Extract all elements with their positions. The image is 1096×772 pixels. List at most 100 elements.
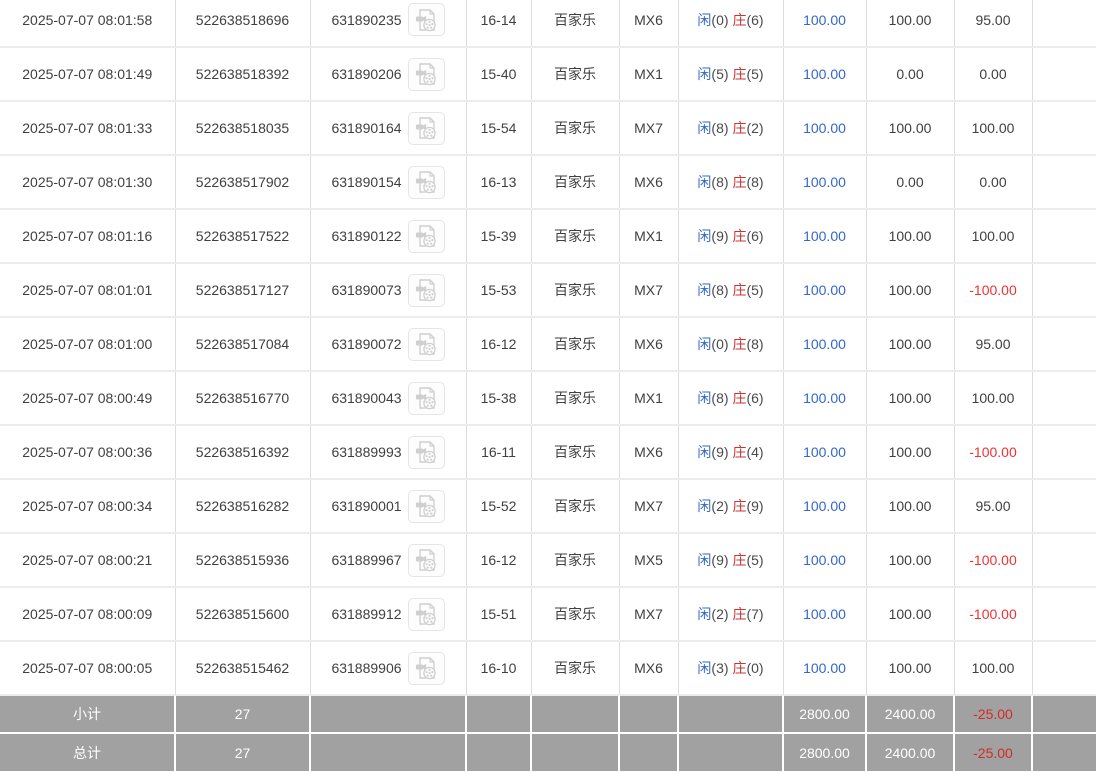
bet-amount-link[interactable]: 100.00 bbox=[803, 606, 846, 622]
winloss-cell: 95.00 bbox=[953, 0, 1033, 48]
round-id: 631889993 bbox=[331, 444, 402, 460]
bet-amount-cell: 100.00 bbox=[782, 533, 867, 588]
table-row: 2025-07-07 08:01:01 522638517127 6318900… bbox=[0, 263, 1096, 318]
video-playback-button[interactable] bbox=[407, 219, 445, 253]
round-id: 631890043 bbox=[331, 390, 402, 406]
winloss-amount: 0.00 bbox=[979, 174, 1007, 190]
player-points: (8) bbox=[711, 174, 729, 190]
video-playback-button[interactable] bbox=[407, 111, 445, 145]
banker-label: 庄 bbox=[732, 552, 747, 568]
video-playback-button[interactable] bbox=[407, 435, 445, 469]
bet-id-cell: 522638516392 bbox=[174, 425, 311, 480]
bet-id: 522638515936 bbox=[195, 552, 290, 568]
game-type: 百家乐 bbox=[554, 606, 596, 622]
banker-label: 庄 bbox=[732, 282, 747, 298]
round-id: 631890154 bbox=[331, 174, 402, 190]
spacer-cell bbox=[1031, 371, 1096, 426]
valid-bet-cell: 100.00 bbox=[865, 263, 955, 318]
valid-bet-cell: 100.00 bbox=[865, 425, 955, 480]
bet-time: 2025-07-07 08:01:49 bbox=[22, 66, 153, 82]
player-label: 闲 bbox=[697, 552, 712, 568]
result-cell: 闲(0) 庄(8) bbox=[677, 317, 784, 372]
valid-bet-amount: 100.00 bbox=[888, 660, 932, 676]
total-empty-cell bbox=[309, 732, 467, 771]
total-spacer-cell bbox=[1031, 732, 1096, 771]
valid-bet-cell: 100.00 bbox=[865, 317, 955, 372]
bet-amount-link[interactable]: 100.00 bbox=[803, 66, 846, 82]
table-name-cell: MX1 bbox=[618, 371, 679, 426]
game-type-cell: 百家乐 bbox=[530, 425, 620, 480]
game-type-cell: 百家乐 bbox=[530, 371, 620, 426]
bet-amount-link[interactable]: 100.00 bbox=[803, 120, 846, 136]
bet-amount-link[interactable]: 100.00 bbox=[803, 282, 846, 298]
game-type-cell: 百家乐 bbox=[530, 209, 620, 264]
player-points: (9) bbox=[711, 552, 729, 568]
banker-points: (8) bbox=[746, 336, 764, 352]
winloss-cell: -100.00 bbox=[953, 587, 1033, 642]
video-playback-button[interactable] bbox=[407, 543, 445, 577]
video-playback-button[interactable] bbox=[407, 165, 445, 199]
round-id: 631890235 bbox=[331, 11, 402, 28]
bet-id-cell: 522638517902 bbox=[174, 155, 311, 210]
bet-time: 2025-07-07 08:01:00 bbox=[22, 336, 153, 352]
video-playback-button[interactable] bbox=[407, 273, 445, 307]
spacer-cell bbox=[1031, 209, 1096, 264]
bet-amount-link[interactable]: 100.00 bbox=[803, 552, 846, 568]
video-playback-icon bbox=[416, 549, 436, 572]
shoe-round-cell: 15-53 bbox=[465, 263, 532, 318]
bet-amount-link[interactable]: 100.00 bbox=[803, 336, 846, 352]
bet-id-cell: 522638518392 bbox=[174, 47, 311, 102]
shoe-round-cell: 15-54 bbox=[465, 101, 532, 156]
round-id-cell: 631889993 bbox=[309, 425, 467, 480]
bet-amount-link[interactable]: 100.00 bbox=[803, 390, 846, 406]
bet-amount-link[interactable]: 100.00 bbox=[803, 11, 846, 28]
banker-label: 庄 bbox=[732, 606, 747, 622]
bet-time-cell: 2025-07-07 08:01:30 bbox=[0, 155, 176, 210]
round-id-cell: 631889906 bbox=[309, 641, 467, 696]
bet-time: 2025-07-07 08:01:01 bbox=[22, 282, 153, 298]
video-playback-button[interactable] bbox=[407, 327, 445, 361]
video-playback-button[interactable] bbox=[407, 57, 445, 91]
bet-amount-link[interactable]: 100.00 bbox=[803, 444, 846, 460]
bet-time: 2025-07-07 08:01:33 bbox=[22, 120, 153, 136]
table-name: MX6 bbox=[634, 11, 663, 28]
shoe-round: 15-51 bbox=[480, 606, 517, 622]
total-bet-cell: 2800.00 bbox=[782, 732, 867, 771]
game-type: 百家乐 bbox=[554, 11, 596, 28]
video-playback-button[interactable] bbox=[407, 651, 445, 685]
valid-bet-cell: 100.00 bbox=[865, 587, 955, 642]
video-playback-button[interactable] bbox=[407, 381, 445, 415]
valid-bet-amount: 100.00 bbox=[888, 606, 932, 622]
table-name-cell: MX6 bbox=[618, 641, 679, 696]
bet-id-cell: 522638516282 bbox=[174, 479, 311, 534]
result-cell: 闲(9) 庄(5) bbox=[677, 533, 784, 588]
video-playback-button[interactable] bbox=[407, 597, 445, 631]
bet-amount-link[interactable]: 100.00 bbox=[803, 228, 846, 244]
shoe-round: 15-54 bbox=[480, 120, 517, 136]
valid-bet-amount: 100.00 bbox=[888, 282, 932, 298]
player-label: 闲 bbox=[697, 606, 712, 622]
round-id-group: 631890206 bbox=[331, 57, 445, 91]
bet-amount-link[interactable]: 100.00 bbox=[803, 498, 846, 514]
player-points: (8) bbox=[711, 282, 729, 298]
shoe-round: 15-39 bbox=[480, 228, 517, 244]
subtotal-winloss-cell: -25.00 bbox=[953, 694, 1033, 734]
subtotal-label-cell: 小计 bbox=[0, 694, 176, 734]
round-id: 631890164 bbox=[331, 120, 402, 136]
spacer-cell bbox=[1031, 263, 1096, 318]
valid-bet-cell: 100.00 bbox=[865, 209, 955, 264]
bet-amount-link[interactable]: 100.00 bbox=[803, 660, 846, 676]
bet-time: 2025-07-07 08:00:21 bbox=[22, 552, 153, 568]
bet-time: 2025-07-07 08:01:30 bbox=[22, 174, 153, 190]
bet-id: 522638517084 bbox=[195, 336, 290, 352]
winloss-amount: -100.00 bbox=[969, 606, 1017, 622]
valid-bet-cell: 100.00 bbox=[865, 479, 955, 534]
bet-amount-link[interactable]: 100.00 bbox=[803, 174, 846, 190]
banker-points: (7) bbox=[746, 606, 764, 622]
bet-id: 522638515462 bbox=[195, 660, 290, 676]
subtotal-empty-cell bbox=[530, 694, 620, 734]
video-playback-button[interactable] bbox=[407, 489, 445, 523]
video-playback-button[interactable] bbox=[407, 3, 445, 36]
round-id: 631890001 bbox=[331, 498, 402, 514]
table-row: 2025-07-07 08:00:36 522638516392 6318899… bbox=[0, 425, 1096, 480]
